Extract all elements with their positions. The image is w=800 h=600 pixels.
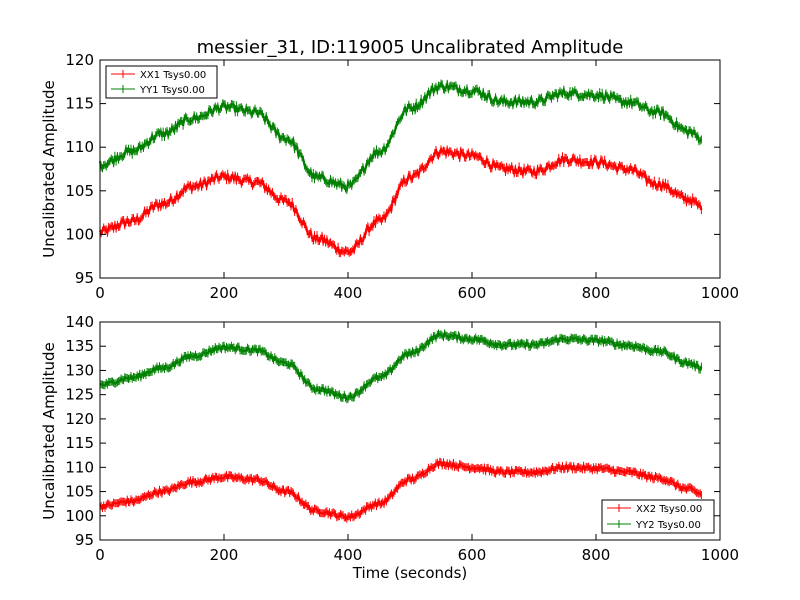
ticks-top: 0 200 400 600 800 1000 95 100 105 110 115 120 [65, 51, 739, 302]
y-tick-label-bottom: 130 [65, 361, 94, 379]
legend-entry-yy2: YY2 Tsys0.00 [607, 520, 701, 531]
y-tick-label-top: 105 [65, 182, 94, 200]
y-tick-label-top: 115 [65, 95, 94, 113]
x-tick-label-bottom: 200 [210, 546, 239, 564]
y-axis-label-bottom: Uncalibrated Amplitude [40, 342, 58, 519]
x-tick-label-top: 400 [334, 284, 363, 302]
x-tick-label-top: 800 [582, 284, 611, 302]
y-tick-label-bottom: 110 [65, 458, 94, 476]
x-tick-label-top: 1000 [701, 284, 739, 302]
y-tick-label-top: 110 [65, 138, 94, 156]
y-tick-label-top: 100 [65, 225, 94, 243]
legend-label-yy1: YY1 Tsys0.00 [139, 85, 205, 96]
x-tick-label-top: 600 [458, 284, 487, 302]
y-tick-label-bottom: 120 [65, 410, 94, 428]
legend-bottom: XX2 Tsys0.00 YY2 Tsys0.00 [601, 499, 715, 534]
legend-entry-xx2: XX2 Tsys0.00 [607, 504, 702, 515]
legend-label-xx2: XX2 Tsys0.00 [636, 504, 702, 515]
plot-frame-bottom [99, 321, 721, 541]
legend-entry-xx1: XX1 Tsys0.00 [111, 70, 206, 81]
y-tick-label-bottom: 125 [65, 386, 94, 404]
y-tick-label-bottom: 135 [65, 337, 94, 355]
legend-top: XX1 Tsys0.00 YY1 Tsys0.00 [105, 65, 218, 99]
y-tick-label-bottom: 100 [65, 507, 94, 525]
series-layer-top [98, 79, 703, 258]
plot-frame-top [99, 59, 721, 279]
y-tick-label-bottom: 115 [65, 434, 94, 452]
x-tick-label-top: 0 [95, 284, 105, 302]
x-tick-label-bottom: 600 [458, 546, 487, 564]
legend-box-bottom [601, 499, 715, 534]
ticks-bottom: 0 200 400 600 800 1000 95 100 105 110 115 120 125 130… [65, 313, 739, 564]
legend-label-xx1: XX1 Tsys0.00 [140, 70, 206, 81]
x-axis-label: Time (seconds) [352, 564, 468, 582]
y-tick-label-top: 120 [65, 51, 94, 69]
x-tick-label-bottom: 1000 [701, 546, 739, 564]
x-tick-label-bottom: 400 [334, 546, 363, 564]
x-tick-label-top: 200 [210, 284, 239, 302]
legend-label-yy2: YY2 Tsys0.00 [635, 520, 701, 531]
x-tick-label-bottom: 800 [582, 546, 611, 564]
y-tick-label-bottom: 95 [75, 531, 94, 549]
y-axis-label-top: Uncalibrated Amplitude [40, 80, 58, 257]
x-tick-label-bottom: 0 [95, 546, 105, 564]
y-tick-label-top: 95 [75, 269, 94, 287]
subplot-bottom: 0 200 400 600 800 1000 95 100 105 110 115 120 125 130… [40, 313, 739, 582]
y-tick-label-bottom: 105 [65, 483, 94, 501]
subplot-top: 0 200 400 600 800 1000 95 100 105 110 115 120 Uncal… [40, 51, 739, 302]
legend-entry-yy1: YY1 Tsys0.00 [111, 85, 205, 96]
legend-box-top [105, 65, 218, 99]
chart-title: messier_31, ID:119005 Uncalibrated Ampli… [197, 37, 624, 58]
y-tick-label-bottom: 140 [65, 313, 94, 331]
